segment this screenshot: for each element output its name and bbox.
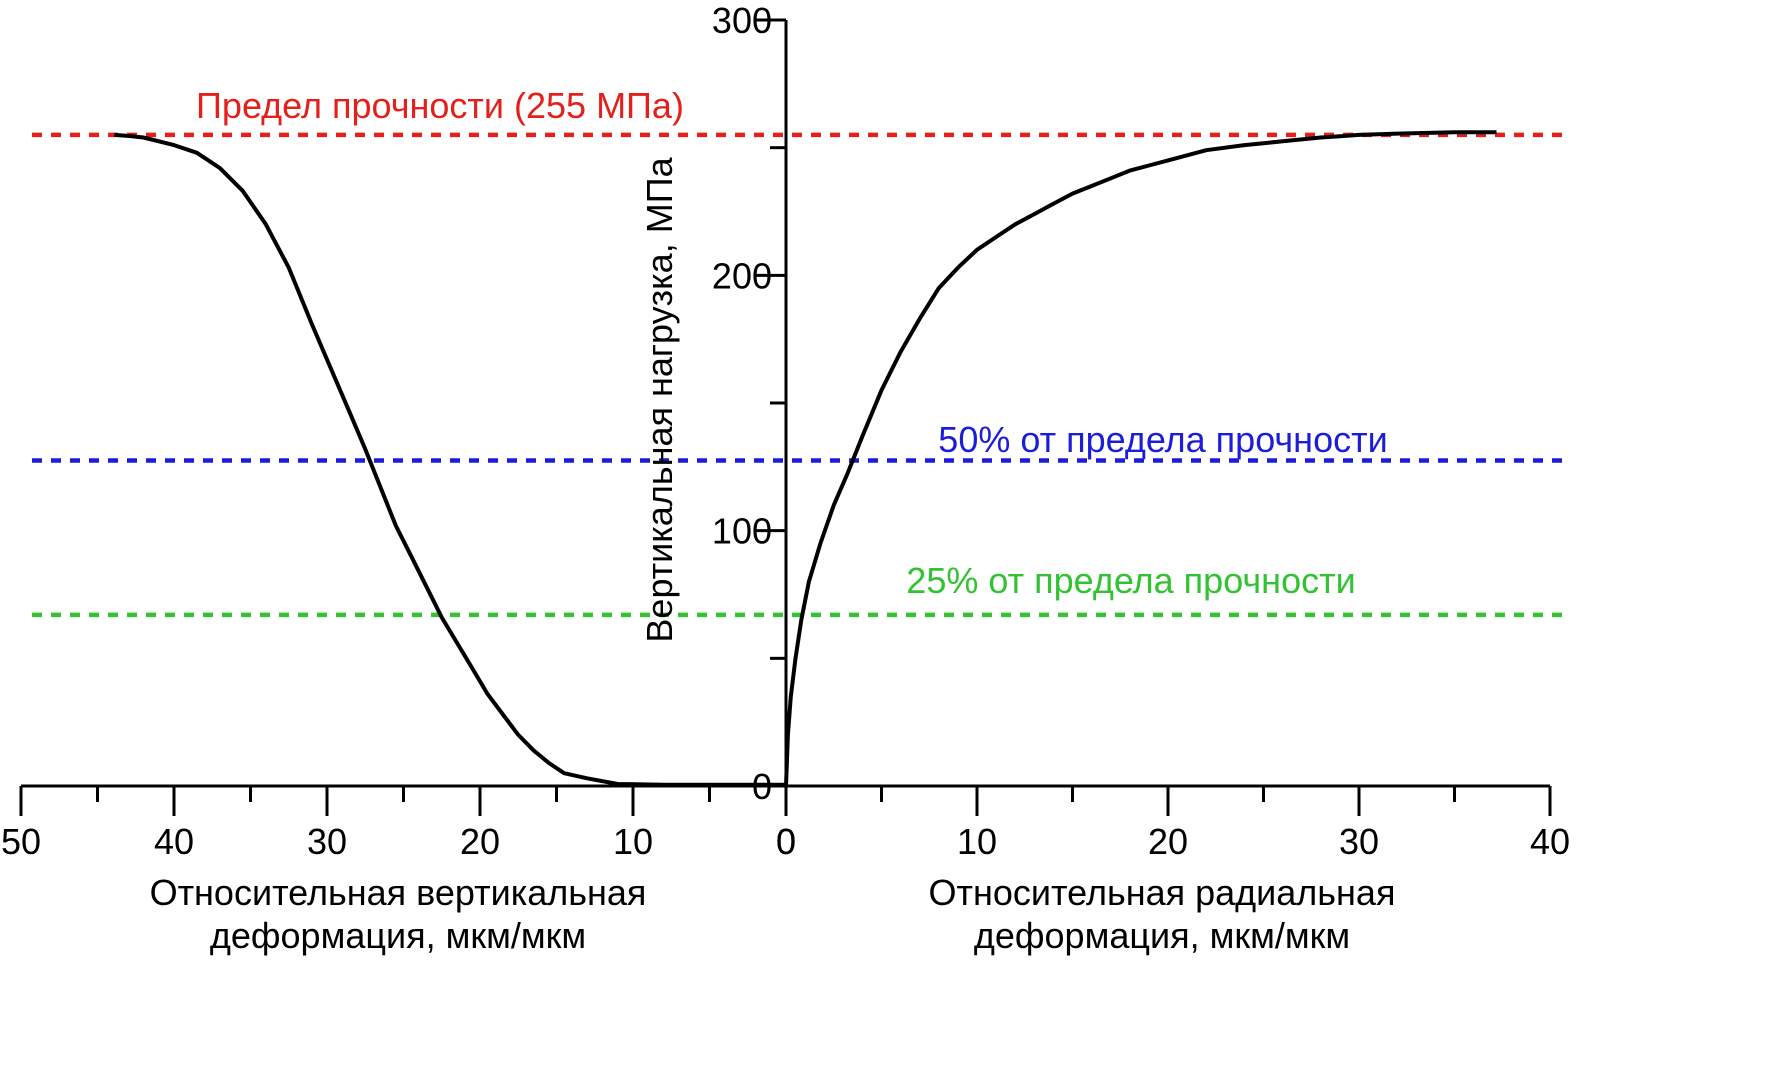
x-tick-label: 50 — [1, 821, 41, 862]
right-x-axis-label-line2: деформация, мкм/мкм — [974, 915, 1350, 956]
vertical-strain-curve — [114, 132, 786, 787]
x-tick-label: 20 — [1148, 821, 1188, 862]
x-tick-label: 20 — [460, 821, 500, 862]
y-tick-label: 100 — [712, 511, 772, 552]
x-tick-label: 0 — [776, 821, 796, 862]
reference-lines — [32, 132, 1566, 618]
data-curves — [114, 130, 1497, 787]
y-tick-label: 200 — [712, 255, 772, 296]
x-tick-label: 10 — [957, 821, 997, 862]
x-tick-label: 30 — [307, 821, 347, 862]
y-tick-label: 0 — [752, 766, 772, 807]
x-tick-label: 40 — [1530, 821, 1570, 862]
radial-strain-curve — [784, 130, 1497, 787]
ultimate-strength-label: Предел прочности (255 МПа) — [196, 85, 684, 126]
x-tick-label: 40 — [154, 821, 194, 862]
right-x-axis-label-line1: Относительная радиальная — [929, 872, 1396, 913]
x-tick-label: 30 — [1339, 821, 1379, 862]
x-tick-label: 0 — [776, 821, 796, 862]
y-tick-label: 300 — [712, 0, 772, 41]
x-tick-label: 10 — [613, 821, 653, 862]
fifty-percent-label: 50% от предела прочности — [938, 419, 1387, 460]
twenty-five-percent-label: 25% от предела прочности — [906, 560, 1355, 601]
left-x-axis-label-line1: Относительная вертикальная — [150, 872, 647, 913]
left-x-axis-label-line2: деформация, мкм/мкм — [210, 915, 586, 956]
y-axis-label: Вертикальная нагрузка, МПа — [639, 156, 680, 642]
